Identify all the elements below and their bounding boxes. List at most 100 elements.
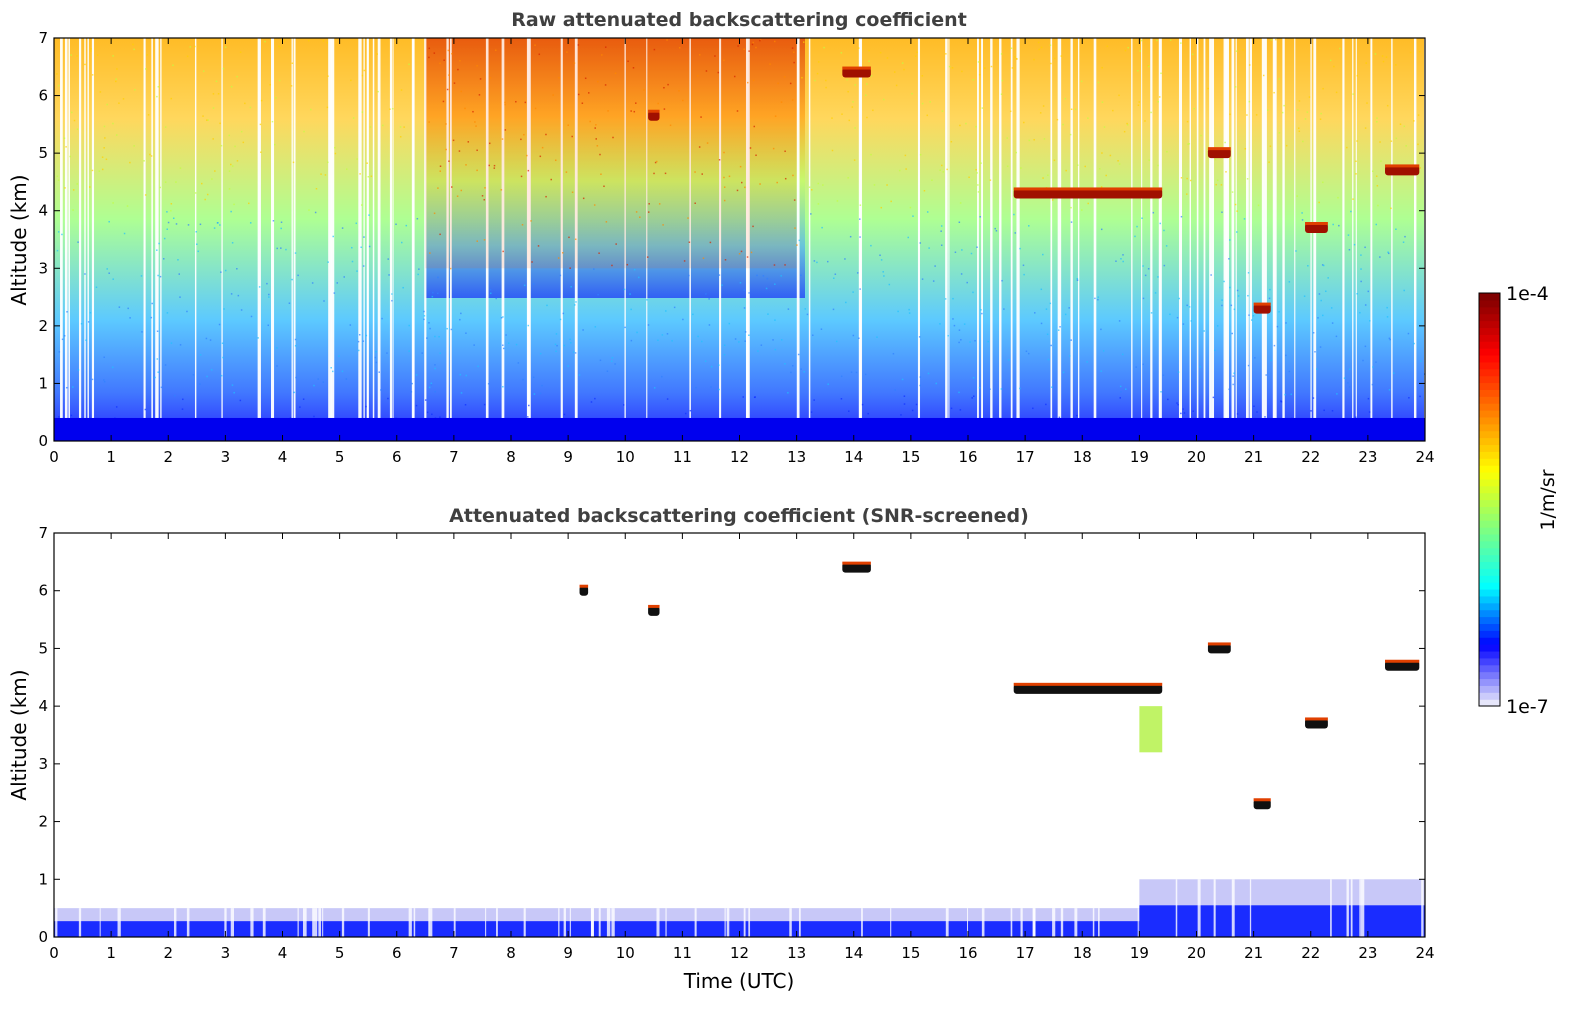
top-data-gap-stripe: [389, 38, 393, 441]
colorbar-step: [1479, 657, 1500, 666]
top-data-gap-stripe: [446, 38, 449, 441]
colorbar-step: [1479, 348, 1500, 356]
top-data-gap-stripe: [981, 38, 984, 441]
colorbar-step: [1479, 375, 1500, 384]
top-x-tick-label: 11: [673, 448, 692, 466]
bottom-data-gap-stripe: [1350, 879, 1353, 937]
colorbar-step: [1479, 650, 1500, 659]
top-data-gap-stripe: [151, 38, 153, 441]
colorbar-step: [1479, 540, 1500, 549]
colorbar-step: [1479, 547, 1500, 556]
top-x-tick-label: 10: [616, 448, 635, 466]
top-data-gap-stripe: [221, 38, 223, 441]
bottom-data-gap-stripe: [967, 908, 969, 937]
bottom-data-gap-stripe: [78, 908, 82, 937]
bottom-x-tick-label: 2: [163, 944, 173, 962]
top-y-tick-label: 4: [38, 202, 48, 220]
bottom-x-tick-label: 15: [901, 944, 920, 962]
top-data-gap-stripe: [1093, 38, 1097, 441]
bottom-data-gap-stripe: [726, 908, 730, 937]
top-data-gap-stripe: [1227, 38, 1229, 441]
bottom-x-tick-label: 16: [958, 944, 977, 962]
colorbar-step: [1479, 588, 1500, 597]
top-data-gap-stripe: [271, 38, 275, 441]
cloud-layer: [842, 67, 871, 78]
bottom-data-gap-stripe: [1060, 908, 1064, 937]
bottom-data-gap-stripe: [262, 908, 266, 937]
top-y-tick-label: 2: [38, 317, 48, 335]
top-x-tick-label: 18: [1073, 448, 1092, 466]
bottom-data-gap-stripe: [429, 908, 433, 937]
top-data-gap-stripe: [560, 38, 563, 441]
top-y-tick-label: 1: [38, 374, 48, 392]
bottom-data-gap-stripe: [598, 908, 601, 937]
bottom-data-gap-stripe: [656, 908, 660, 937]
top-data-gap-stripe: [194, 38, 197, 441]
bottom-data-gap-stripe: [297, 908, 299, 937]
top-data-gap-stripe: [1196, 38, 1199, 441]
colorbar-step: [1479, 568, 1500, 576]
cloud-layer: [1253, 303, 1271, 314]
top-data-gap-stripe: [411, 38, 415, 441]
bottom-data-gap-stripe: [1033, 908, 1036, 937]
bottom-data-gap-stripe: [1175, 879, 1178, 937]
bottom-data-gap-stripe: [1231, 879, 1235, 937]
bottom-x-tick-label: 7: [449, 944, 459, 962]
bottom-data-gap-stripe: [318, 908, 321, 937]
top-data-gap-stripe: [291, 38, 293, 441]
bottom-data-gap-stripe: [315, 908, 318, 937]
bottom-data-gap-stripe: [367, 908, 370, 937]
bottom-x-tick-label: 3: [221, 944, 231, 962]
bottom-data-gap-stripe: [224, 908, 227, 937]
bottom-y-tick-label: 3: [38, 755, 48, 773]
colorbar-step: [1479, 368, 1500, 377]
top-noise-speckle: [56, 38, 1425, 441]
top-x-tick-label: 16: [958, 448, 977, 466]
bottom-data-gap-stripe: [861, 908, 863, 937]
top-data-gap-stripe: [1249, 38, 1252, 441]
colorbar-step: [1479, 623, 1500, 631]
top-data-gap-stripe: [624, 38, 626, 441]
top-data-gap-stripe: [1223, 38, 1227, 441]
bottom-y-tick-label: 6: [38, 582, 48, 600]
top-data-gap-stripe: [87, 38, 89, 441]
top-x-tick-label: 7: [449, 448, 459, 466]
colorbar-step: [1479, 485, 1500, 494]
top-data-gap-stripe: [1131, 38, 1133, 441]
top-data-gap-stripe: [91, 38, 95, 441]
colorbar-step: [1479, 499, 1500, 507]
top-data-gap-stripe: [1077, 38, 1080, 441]
top-y-tick-label: 3: [38, 259, 48, 277]
bottom-x-axis-label: Time (UTC): [683, 969, 795, 993]
bottom-data-gap-stripe: [523, 908, 526, 937]
top-data-gap-stripe: [1211, 38, 1215, 441]
bottom-x-tick-label: 24: [1415, 944, 1434, 962]
colorbar-step: [1479, 575, 1500, 583]
top-x-tick-label: 23: [1358, 448, 1377, 466]
boundary-layer: [54, 921, 1140, 937]
bottom-data-gap-stripe: [117, 908, 121, 937]
top-data-gap-stripe: [1231, 38, 1235, 441]
colorbar-max-label: 1e-4: [1506, 283, 1549, 305]
bottom-x-tick-label: 10: [616, 944, 635, 962]
bottom-x-tick-label: 1: [106, 944, 116, 962]
top-data-gap-stripe: [1189, 38, 1192, 441]
bottom-data-gap-stripe: [55, 908, 58, 937]
bottom-data-gap-stripe: [428, 908, 431, 937]
cloud-layer-edge: [1385, 659, 1420, 663]
colorbar-step: [1479, 465, 1500, 473]
top-data-gap-stripe: [328, 38, 332, 441]
bottom-data-gap-stripe: [341, 908, 345, 937]
bottom-data-gap-stripe: [322, 908, 324, 937]
colorbar-step: [1479, 361, 1500, 370]
colorbar-step: [1479, 492, 1500, 501]
bottom-data-gap-stripe: [408, 908, 412, 937]
bottom-x-tick-label: 9: [563, 944, 573, 962]
cloud-layer-edge: [1013, 187, 1163, 191]
top-data-gap-stripe: [1272, 38, 1275, 441]
bottom-title: Attenuated backscattering coefficient (S…: [449, 505, 1029, 527]
cloud-layer-edge: [648, 604, 660, 608]
cloud-layer-edge: [842, 561, 871, 565]
cloud-layer: [1385, 165, 1420, 176]
